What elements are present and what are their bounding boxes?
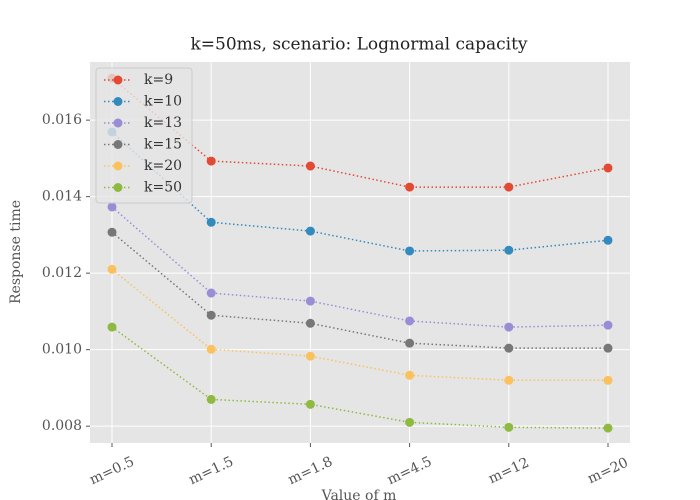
data-point — [107, 202, 117, 212]
x-tick-label: m=12 — [486, 455, 532, 488]
legend-marker — [113, 183, 123, 192]
legend-marker — [113, 97, 123, 106]
y-tick-label: 0.010 — [42, 342, 82, 358]
y-tick-label: 0.008 — [42, 418, 82, 434]
legend-marker — [113, 140, 123, 149]
data-point — [603, 163, 613, 173]
x-tick-label: m=4.5 — [385, 454, 435, 488]
data-point — [603, 235, 613, 245]
data-point — [405, 182, 415, 192]
chart-title: k=50ms, scenario: Lognormal capacity — [190, 35, 527, 55]
data-point — [305, 318, 315, 328]
data-point — [405, 246, 415, 256]
series-line — [111, 131, 609, 252]
data-point — [305, 161, 315, 171]
data-point — [305, 296, 315, 306]
data-point — [305, 226, 315, 236]
data-point — [206, 310, 216, 320]
data-point — [206, 344, 216, 354]
x-tick-label: m=1.8 — [286, 454, 336, 488]
data-point — [305, 399, 315, 409]
x-tick-label: m=20 — [585, 455, 631, 488]
series-line — [111, 268, 608, 382]
legend-label: k=10 — [144, 94, 182, 110]
data-point — [405, 417, 415, 427]
x-tick-label: m=1.5 — [186, 454, 236, 488]
data-point — [206, 394, 216, 404]
series-line — [111, 206, 609, 328]
data-point — [504, 322, 514, 332]
data-point — [504, 375, 514, 385]
legend-label: k=50 — [144, 180, 182, 196]
data-point — [405, 338, 415, 348]
y-tick-label: 0.016 — [42, 112, 82, 128]
data-point — [603, 423, 613, 433]
data-point — [603, 375, 613, 385]
y-tick-label: 0.012 — [42, 265, 82, 281]
data-point — [504, 245, 514, 255]
legend-marker — [113, 161, 123, 171]
data-point — [405, 370, 415, 380]
y-axis-label: Response time — [8, 200, 24, 304]
data-point — [603, 343, 613, 353]
x-tick-label: m=0.5 — [87, 454, 137, 488]
data-point — [206, 156, 216, 166]
legend-label: k=13 — [144, 115, 182, 131]
data-point — [107, 322, 117, 332]
legend-marker — [113, 118, 123, 128]
data-point — [504, 182, 514, 192]
data-point — [107, 264, 117, 274]
legend-label: k=9 — [144, 72, 173, 88]
data-point — [305, 351, 315, 361]
legend-label: k=20 — [144, 158, 182, 174]
data-point — [504, 422, 514, 432]
y-tick-label: 0.014 — [42, 189, 82, 205]
data-point — [206, 217, 216, 227]
legend-label: k=15 — [144, 137, 182, 153]
data-point — [504, 343, 514, 353]
data-point — [206, 288, 216, 298]
data-point — [107, 227, 117, 237]
data-point — [603, 320, 613, 330]
x-axis-label: Value of m — [321, 488, 397, 500]
legend-marker — [113, 75, 123, 85]
series-line — [111, 326, 609, 429]
data-point — [405, 316, 415, 326]
